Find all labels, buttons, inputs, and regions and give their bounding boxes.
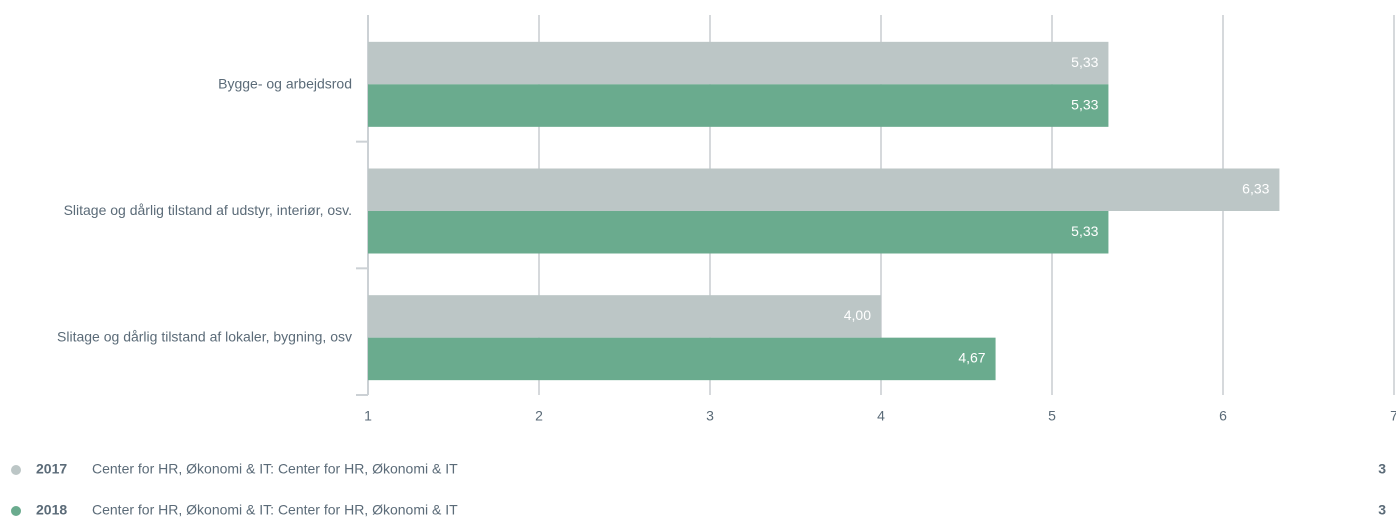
bar (368, 41, 1109, 85)
value-label: 5,33 (1071, 54, 1098, 70)
legend-count: 3 (1378, 461, 1386, 477)
x-tick-label: 1 (364, 408, 372, 424)
category-label: Bygge- og arbejdsrod (218, 75, 352, 91)
x-tick-label: 6 (1219, 408, 1227, 424)
value-label: 4,00 (844, 307, 871, 323)
bar (368, 168, 1280, 211)
legend-marker (11, 465, 21, 475)
legend-count: 3 (1378, 502, 1386, 518)
value-label: 4,67 (958, 350, 985, 366)
bar (368, 84, 1109, 127)
category-label: Slitage og dårlig tilstand af udstyr, in… (64, 202, 352, 218)
category-label: Slitage og dårlig tilstand af lokaler, b… (57, 328, 352, 344)
x-tick-label: 4 (877, 408, 885, 424)
legend-description: Center for HR, Økonomi & IT: Center for … (92, 461, 458, 477)
value-label: 5,33 (1071, 96, 1098, 112)
x-tick-label: 3 (706, 408, 714, 424)
value-label: 6,33 (1242, 180, 1269, 196)
x-tick-label: 5 (1048, 408, 1056, 424)
legend-marker (11, 506, 21, 516)
bar (368, 211, 1109, 254)
bar (368, 337, 996, 381)
value-label: 5,33 (1071, 223, 1098, 239)
legend-name: 2018 (36, 502, 67, 518)
legend-description: Center for HR, Økonomi & IT: Center for … (92, 502, 458, 518)
bar (368, 295, 881, 338)
x-tick-label: 2 (535, 408, 543, 424)
x-tick-label: 7 (1390, 408, 1396, 424)
legend-name: 2017 (36, 461, 67, 477)
